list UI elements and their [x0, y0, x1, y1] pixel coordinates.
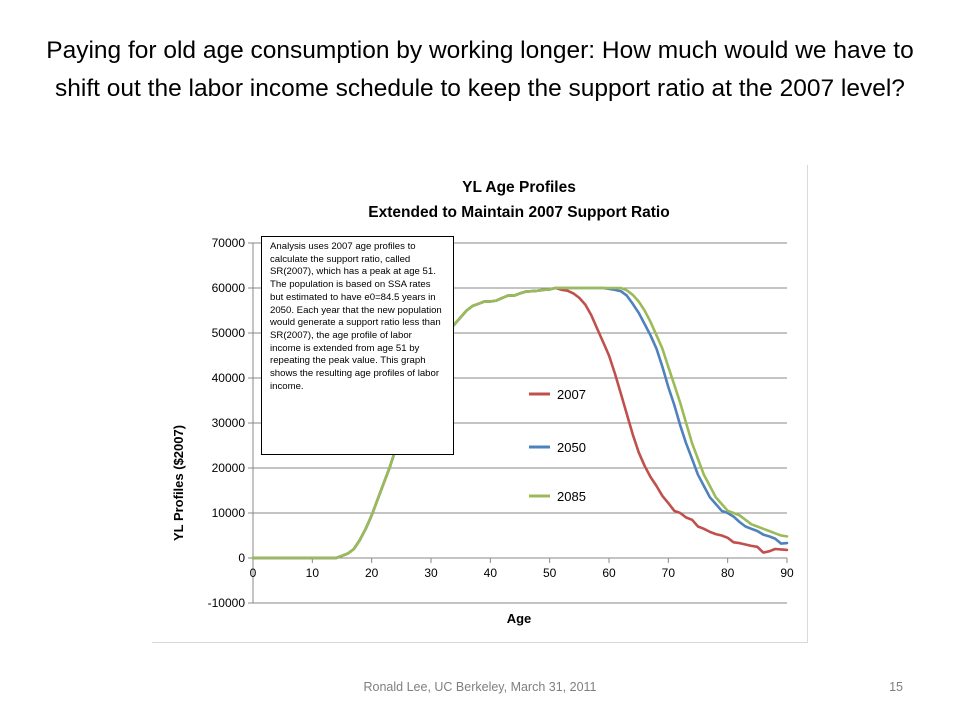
y-tick-label: 20000	[212, 461, 246, 475]
x-tick-label: 50	[543, 566, 557, 580]
legend-label-2007: 2007	[557, 387, 586, 402]
page-number: 15	[889, 680, 903, 694]
y-tick-label: 0	[238, 551, 245, 565]
y-axis-label: YL Profiles ($2007)	[171, 425, 186, 541]
legend-label-2050: 2050	[557, 440, 586, 455]
line-chart: YL Age Profiles Extended to Maintain 200…	[171, 179, 794, 626]
x-tick-label: 40	[484, 566, 498, 580]
chart-area: YL Age Profiles Extended to Maintain 200…	[152, 165, 808, 643]
legend-label-2085: 2085	[557, 489, 586, 504]
y-tick-label: -10000	[208, 596, 246, 610]
annotation-textbox: Analysis uses 2007 age profiles to calcu…	[261, 236, 454, 455]
x-tick-label: 90	[780, 566, 794, 580]
x-tick-label: 80	[721, 566, 735, 580]
x-tick-label: 60	[602, 566, 616, 580]
y-tick-label: 50000	[212, 326, 246, 340]
x-tick-label: 20	[365, 566, 379, 580]
x-tick-label: 0	[250, 566, 257, 580]
y-tick-label: 40000	[212, 371, 246, 385]
x-tick-label: 30	[424, 566, 438, 580]
footer-text: Ronald Lee, UC Berkeley, March 31, 2011	[363, 680, 597, 694]
chart-subtitle: Extended to Maintain 2007 Support Ratio	[368, 204, 669, 221]
slide-title: Paying for old age consumption by workin…	[46, 37, 914, 102]
y-tick-label: 10000	[212, 506, 246, 520]
y-tick-label: 70000	[212, 236, 246, 250]
chart-title: YL Age Profiles	[462, 179, 576, 196]
x-axis-label: Age	[507, 611, 532, 626]
x-tick-label: 10	[306, 566, 320, 580]
x-tick-label: 70	[662, 566, 676, 580]
y-tick-label: 30000	[212, 416, 246, 430]
y-tick-label: 60000	[212, 281, 246, 295]
